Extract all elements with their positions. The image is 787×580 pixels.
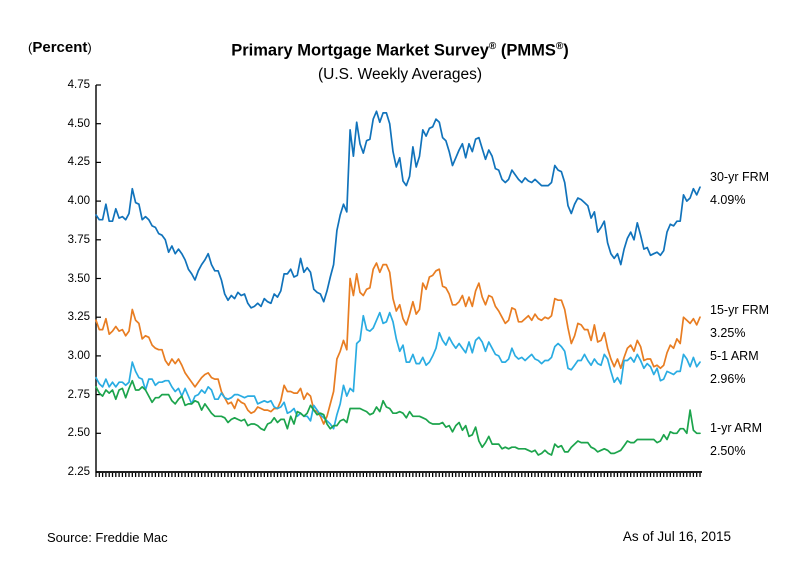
y-axis-tick-label: 2.50 <box>67 427 90 440</box>
series-name-5-1-arm: 5-1 ARM <box>710 349 759 363</box>
chart-subtitle: (U.S. Weekly Averages) <box>318 65 482 83</box>
source-note: Source: Freddie Mac <box>47 530 168 545</box>
y-axis-ticks <box>96 84 101 473</box>
chart-title: Primary Mortgage Market Survey® (PMMS®) <box>231 41 569 60</box>
series-line-30-yr-frm <box>95 110 701 309</box>
y-axis-tick-label: 3.25 <box>67 311 90 324</box>
y-axis-tick-labels: 4.75 4.50 4.25 4.00 3.75 3.50 3.25 3.00 2.75 2.50… <box>0 0 90 580</box>
series-line-5-1-arm <box>95 311 701 430</box>
chart-header: Primary Mortgage Market Survey® (PMMS®) … <box>50 36 750 85</box>
series-label-1yr-arm: 1-yr ARM 2.50% <box>710 417 762 463</box>
y-axis-tick-label: 4.50 <box>67 117 90 130</box>
series-line-1-yr-arm <box>95 379 701 456</box>
series-label-15yr-frm: 15-yr FRM 3.25% <box>710 299 769 345</box>
series-name-15yr-frm: 15-yr FRM <box>710 303 770 317</box>
as-of-date: As of Jul 16, 2015 <box>622 529 731 544</box>
series-value-5-1-arm: 2.96% <box>710 372 746 386</box>
y-axis-tick-label: 3.75 <box>67 233 90 246</box>
y-axis-tick-label: 4.25 <box>67 156 90 169</box>
x-axis-ticks <box>95 473 701 477</box>
series-value-30yr-frm: 4.09% <box>710 193 746 207</box>
series-name-1yr-arm: 1-yr ARM <box>710 421 763 435</box>
y-axis-tick-label: 4.00 <box>67 195 90 208</box>
series-value-15yr-frm: 3.25% <box>710 326 746 340</box>
series-name-30yr-frm: 30-yr FRM <box>710 170 770 184</box>
series-line-15-yr-frm <box>95 262 701 425</box>
y-axis-tick-label: 3.00 <box>67 349 90 362</box>
series-label-5-1-arm: 5-1 ARM 2.96% <box>710 345 759 391</box>
y-axis-tick-label: 2.75 <box>67 388 90 401</box>
y-axis-tick-label: 2.25 <box>67 466 90 478</box>
y-axis-tick-label: 4.75 <box>67 79 90 91</box>
y-axis-unit-label: (Percent) <box>28 39 92 56</box>
series-value-1yr-arm: 2.50% <box>710 444 746 458</box>
y-axis-tick-label: 3.50 <box>67 272 90 285</box>
series-label-30yr-frm: 30-yr FRM 4.09% <box>710 166 769 212</box>
